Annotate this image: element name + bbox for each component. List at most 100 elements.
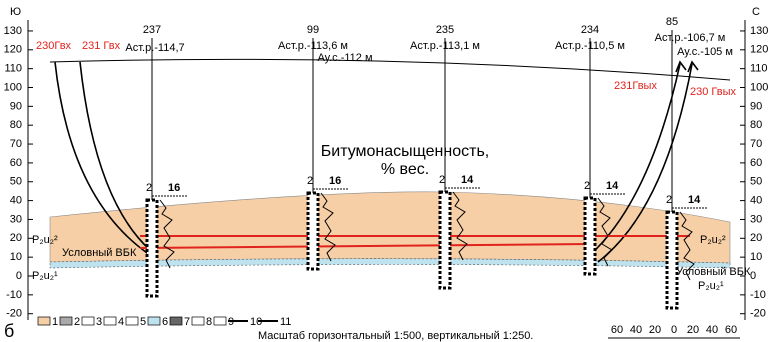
formation: P₂u₂² [700, 234, 726, 246]
bvk-label: Условный ВБК [676, 266, 751, 278]
well-number: 234 [581, 24, 599, 36]
scale-bar-label: 20 [649, 324, 661, 336]
legend-swatch [214, 317, 226, 325]
tick-label: 60 [10, 157, 22, 169]
well-number: 237 [143, 24, 161, 36]
legend-number: 7 [184, 316, 190, 328]
well-column [147, 200, 157, 296]
legend-swatch [104, 317, 116, 325]
tick-label: 20 [750, 232, 762, 244]
scale-max: 14 [606, 180, 619, 192]
well-number: 235 [436, 24, 454, 36]
tick-label: 40 [750, 195, 762, 207]
scale-bar-label: 40 [706, 324, 718, 336]
scale-min: 2 [666, 194, 672, 206]
well-note: Аст.р.-113,1 м [410, 40, 480, 52]
tick-label: 30 [10, 213, 22, 225]
scale-note: Масштаб горизонтальный 1:500, вертикальн… [258, 330, 533, 342]
well-note: Ау.с.-105 м [677, 46, 733, 58]
tick-label: 110 [4, 63, 22, 75]
wellbore-label: 231 Гвх [82, 40, 121, 52]
well-note: Ау.с.-112 м [317, 52, 372, 64]
arrow [688, 62, 698, 72]
tick-label: 20 [10, 232, 22, 244]
tick-label: 120 [4, 44, 22, 56]
legend-number: 1 [52, 316, 58, 328]
well-number: 85 [666, 16, 678, 28]
south-label: Ю [10, 6, 21, 18]
bvk-label: Условный ВБК [62, 247, 137, 259]
tick-label: 10 [750, 251, 762, 263]
well-column [308, 193, 318, 269]
tick-label: 70 [750, 138, 762, 150]
tick-label: 30 [750, 213, 762, 225]
tick-label: 40 [10, 195, 22, 207]
legend-swatch [60, 317, 72, 325]
legend-number: 6 [162, 316, 168, 328]
tick-label: 50 [10, 176, 22, 188]
formation: P₂u₂¹ [698, 280, 724, 292]
scale-bar-label: 60 [611, 324, 623, 336]
tick-label: 130 [4, 25, 22, 37]
tick-label: -10 [6, 289, 22, 301]
legend-swatch [126, 317, 138, 325]
scale-min: 2 [307, 175, 313, 187]
scale-min: 2 [584, 180, 590, 192]
tick-label: 80 [10, 119, 22, 131]
well-note: Аст.р.-113,6 м [278, 40, 348, 52]
tick-label: 70 [10, 138, 22, 150]
tick-label: 110 [750, 63, 768, 75]
legend-swatch [148, 317, 160, 325]
legend-number: 5 [140, 316, 146, 328]
wellbore-label: 231Гвых [614, 80, 657, 92]
scale-max: 16 [329, 175, 341, 187]
scale-max: 16 [168, 182, 180, 194]
cross-section: Ю С 230Гвх 231 Гвх 231Гвых 230 Гвых Биту… [0, 0, 782, 342]
tick-label: -20 [6, 308, 22, 320]
title: Битумонасыщенность, [321, 143, 489, 160]
wellbore-label: 230Гвх [36, 40, 72, 52]
well-number: 99 [307, 24, 319, 36]
tick-label: -10 [750, 289, 766, 301]
tick-label: 10 [10, 251, 22, 263]
scale-bar-label: 40 [630, 324, 642, 336]
well-column [440, 192, 450, 288]
well-note: Аст.р.-110,5 м [555, 40, 625, 52]
title: % вес. [381, 161, 429, 178]
well-column [667, 212, 677, 308]
scale-bar-label: 20 [687, 324, 699, 336]
well-note: Аст.р.-114,7 [125, 42, 184, 54]
legend-number: 2 [74, 316, 80, 328]
tick-label: 100 [4, 81, 22, 93]
legend-swatch [170, 317, 182, 325]
tick-label: 120 [750, 44, 768, 56]
scale-max: 14 [688, 194, 701, 206]
arrow [676, 62, 686, 72]
legend-number: 4 [118, 316, 124, 328]
legend-number: 11 [280, 316, 291, 328]
legend-number: 8 [206, 316, 212, 328]
legend-swatch [82, 317, 94, 325]
well-column [585, 198, 595, 274]
north-label: С [752, 6, 760, 18]
scale-bar-label: 0 [671, 324, 677, 336]
formation: P₂u₂¹ [32, 270, 58, 282]
tick-label: 60 [750, 157, 762, 169]
tick-label: 80 [750, 119, 762, 131]
scale-min: 2 [146, 182, 152, 194]
figure-label: б [4, 321, 14, 341]
tick-label: 0 [16, 270, 22, 282]
tick-label: 0 [750, 270, 756, 282]
legend-number: 3 [96, 316, 102, 328]
tick-label: -20 [750, 308, 766, 320]
legend-swatch [38, 317, 50, 325]
formation: P₂u₂² [32, 234, 58, 246]
scale-min: 2 [439, 174, 445, 186]
tick-label: 130 [750, 25, 768, 37]
tick-label: 100 [750, 81, 768, 93]
tick-label: 90 [750, 100, 762, 112]
well-note: Аст.р.-106,7 м [655, 32, 726, 44]
legend-swatch [192, 317, 204, 325]
wellbore-label: 230 Гвых [690, 86, 736, 98]
scale-max: 14 [461, 174, 474, 186]
